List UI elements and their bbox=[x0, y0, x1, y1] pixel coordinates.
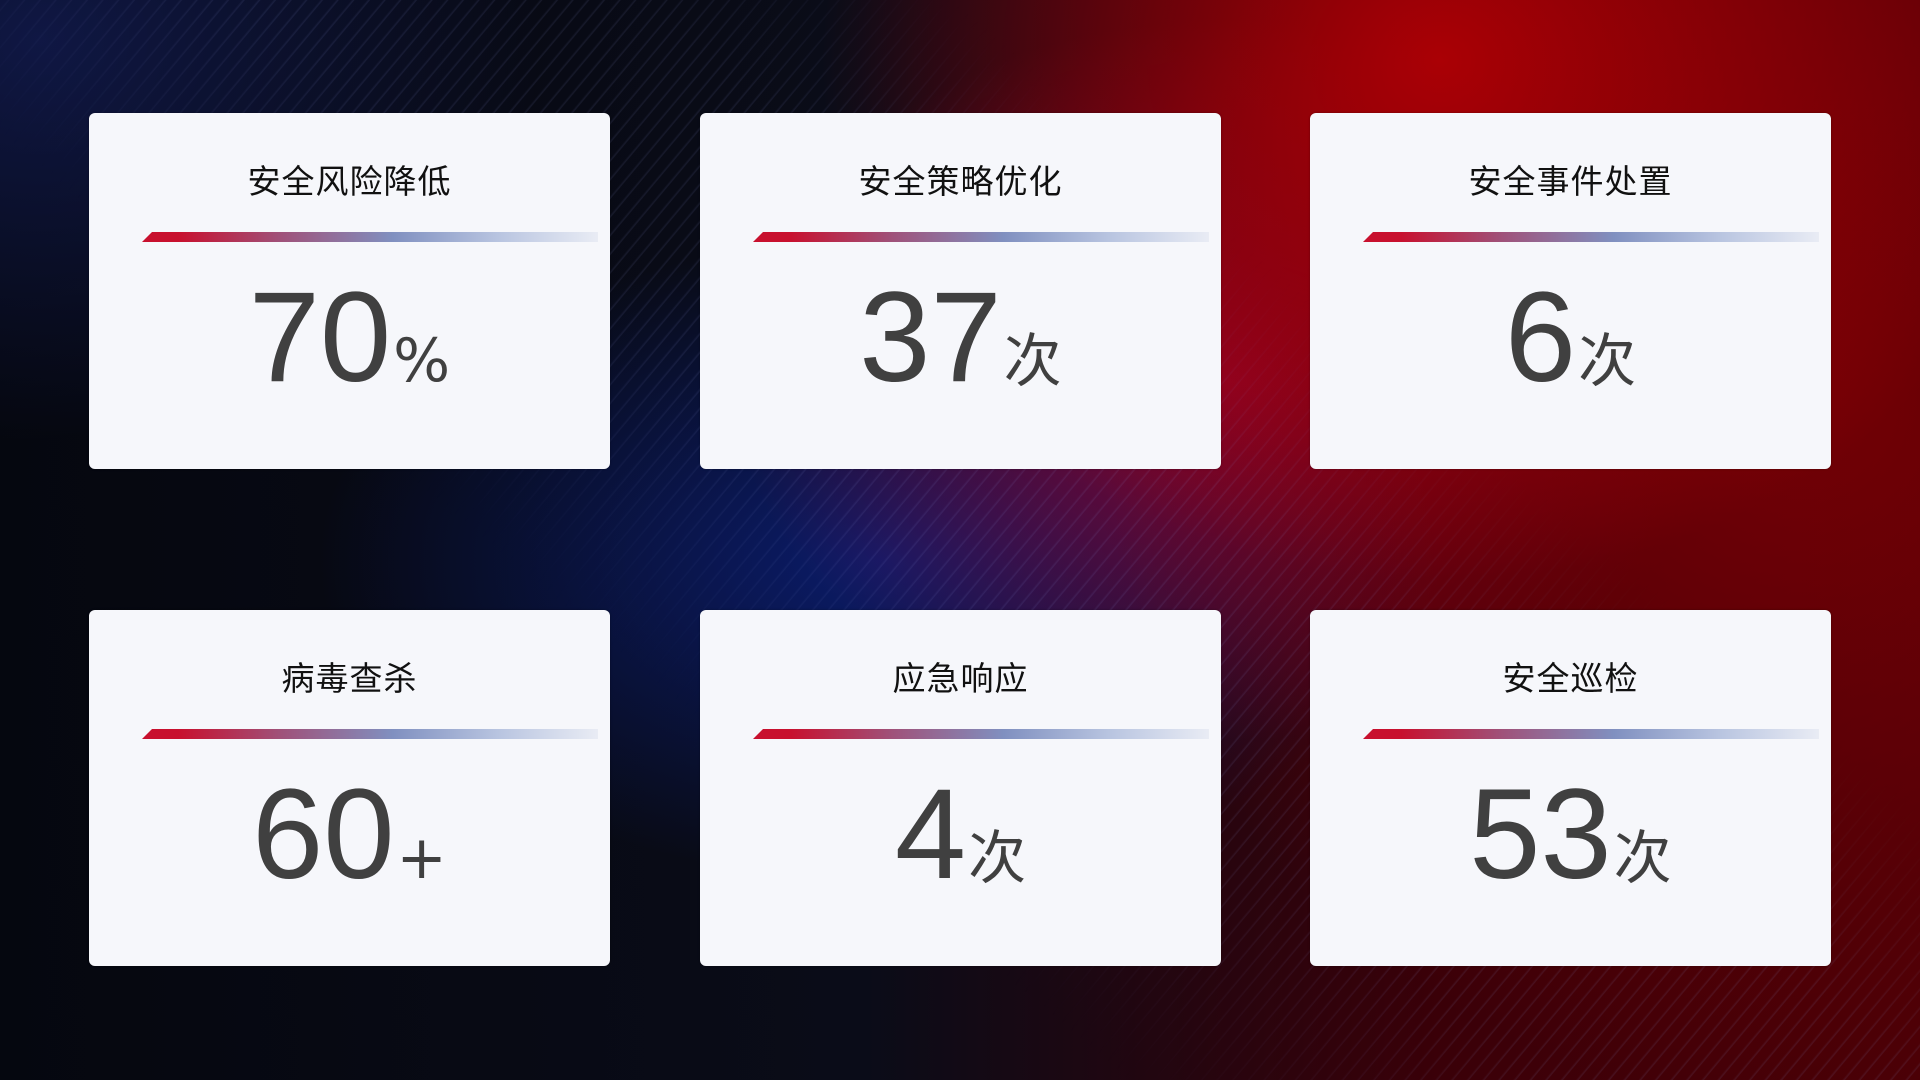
value-number: 6 bbox=[1504, 266, 1577, 409]
card-title: 安全策略优化 bbox=[858, 162, 1063, 201]
stat-card-emergency-response: 应急响应 4次 bbox=[700, 610, 1221, 966]
value-unit: 次 bbox=[968, 824, 1027, 892]
value-number: 60 bbox=[252, 763, 395, 906]
stat-card-risk-reduction: 安全风险降低 70% bbox=[89, 113, 610, 469]
card-divider bbox=[142, 729, 598, 739]
stat-card-policy-optimization: 安全策略优化 37次 bbox=[700, 113, 1221, 469]
value-unit: + bbox=[396, 823, 447, 893]
stat-card-virus-removal: 病毒查杀 60+ bbox=[89, 610, 610, 966]
stat-card-incident-handling: 安全事件处置 6次 bbox=[1310, 113, 1831, 469]
card-title: 安全巡检 bbox=[1502, 659, 1639, 698]
card-title: 安全风险降低 bbox=[247, 162, 452, 201]
value-number: 4 bbox=[894, 763, 967, 906]
card-title: 应急响应 bbox=[892, 659, 1029, 698]
card-divider bbox=[753, 729, 1209, 739]
card-divider bbox=[142, 232, 598, 242]
card-divider bbox=[1363, 729, 1819, 739]
card-title: 安全事件处置 bbox=[1468, 162, 1673, 201]
card-value: 53次 bbox=[1310, 770, 1831, 900]
card-value: 60+ bbox=[89, 770, 610, 900]
stat-card-security-patrol: 安全巡检 53次 bbox=[1310, 610, 1831, 966]
value-number: 70 bbox=[248, 266, 392, 409]
card-divider bbox=[1363, 232, 1819, 242]
value-number: 53 bbox=[1469, 763, 1612, 906]
value-number: 37 bbox=[859, 266, 1002, 409]
card-divider bbox=[753, 232, 1209, 242]
value-unit: 次 bbox=[1578, 327, 1637, 395]
card-value: 6次 bbox=[1310, 273, 1831, 403]
card-value: 37次 bbox=[700, 273, 1221, 403]
value-unit: 次 bbox=[1613, 824, 1672, 892]
value-unit: % bbox=[393, 326, 451, 396]
card-value: 70% bbox=[89, 273, 610, 403]
card-value: 4次 bbox=[700, 770, 1221, 900]
card-title: 病毒查杀 bbox=[281, 659, 418, 698]
value-unit: 次 bbox=[1003, 327, 1062, 395]
